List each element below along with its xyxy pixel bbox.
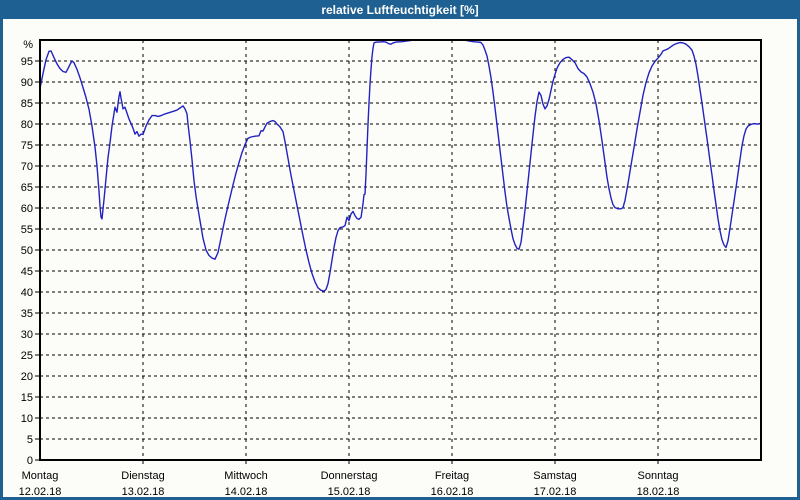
day-label: Donnerstag bbox=[321, 470, 378, 482]
y-tick-label: 85 bbox=[21, 98, 33, 110]
y-tick-label: 95 bbox=[21, 56, 33, 68]
y-tick-label: 10 bbox=[21, 413, 33, 425]
title-bar: relative Luftfeuchtigkeit [%] bbox=[3, 3, 797, 19]
day-label: Freitag bbox=[435, 470, 469, 482]
y-tick-label: 0 bbox=[27, 455, 33, 467]
day-date-label: 16.02.18 bbox=[431, 486, 474, 497]
y-tick-label: 20 bbox=[21, 371, 33, 383]
y-tick-label: 70 bbox=[21, 161, 33, 173]
day-date-label: 15.02.18 bbox=[328, 486, 371, 497]
y-tick-label: 35 bbox=[21, 308, 33, 320]
y-tick-label: 55 bbox=[21, 224, 33, 236]
day-label: Sonntag bbox=[638, 470, 679, 482]
y-tick-label: 50 bbox=[21, 245, 33, 257]
y-tick-label: 60 bbox=[21, 203, 33, 215]
day-label: Mittwoch bbox=[224, 470, 267, 482]
y-tick-label: 5 bbox=[27, 434, 33, 446]
humidity-chart: 0 5 10 15 20 25 30 35 40 45 50 55 60 65 70 75 80 85 90 95% M… bbox=[19, 39, 762, 497]
day-date-label: 17.02.18 bbox=[534, 486, 577, 497]
y-tick-label: 90 bbox=[21, 77, 33, 89]
y-tick-label: 25 bbox=[21, 350, 33, 362]
y-axis-unit-label: % bbox=[23, 39, 33, 51]
y-tick-label: 65 bbox=[21, 182, 33, 194]
window-title: relative Luftfeuchtigkeit [%] bbox=[321, 3, 479, 17]
y-tick-label: 80 bbox=[21, 119, 33, 131]
humidity-line bbox=[39, 39, 762, 292]
y-tick-label: 40 bbox=[21, 287, 33, 299]
y-tick-label: 75 bbox=[21, 140, 33, 152]
day-label: Samstag bbox=[533, 470, 576, 482]
day-label: Montag bbox=[22, 470, 59, 482]
day-date-label: 13.02.18 bbox=[122, 486, 165, 497]
y-tick-label: 45 bbox=[21, 266, 33, 278]
y-tick-label: 15 bbox=[21, 392, 33, 404]
day-date-label: 14.02.18 bbox=[225, 486, 268, 497]
day-label: Dienstag bbox=[121, 470, 164, 482]
day-date-label: 18.02.18 bbox=[637, 486, 680, 497]
day-date-label: 12.02.18 bbox=[19, 486, 62, 497]
y-tick-label: 30 bbox=[21, 329, 33, 341]
